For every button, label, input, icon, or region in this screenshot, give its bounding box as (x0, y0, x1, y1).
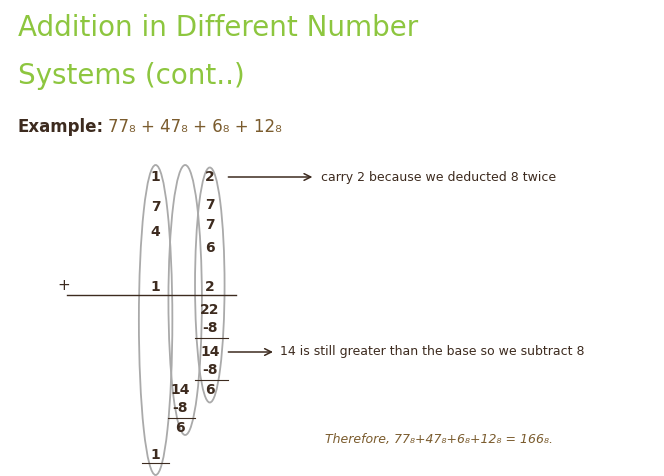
Text: 1: 1 (151, 170, 161, 184)
Text: -8: -8 (202, 321, 218, 335)
Text: Example:: Example: (18, 118, 104, 136)
Text: 7: 7 (151, 200, 161, 214)
Text: 2: 2 (205, 280, 214, 294)
Text: +: + (57, 278, 70, 293)
Text: Therefore, 77₈+47₈+6₈+12₈ = 166₈.: Therefore, 77₈+47₈+6₈+12₈ = 166₈. (325, 434, 553, 446)
Text: Systems (cont..): Systems (cont..) (18, 62, 244, 90)
Text: carry 2 because we deducted 8 twice: carry 2 because we deducted 8 twice (321, 170, 556, 184)
Text: 1: 1 (151, 280, 161, 294)
Text: 7: 7 (205, 218, 214, 232)
Text: 6: 6 (205, 383, 214, 397)
Text: Addition in Different Number: Addition in Different Number (18, 14, 418, 42)
Text: 1: 1 (151, 448, 161, 462)
Text: 6: 6 (175, 421, 185, 435)
Text: 7: 7 (205, 198, 214, 212)
Text: 4: 4 (151, 225, 161, 239)
Text: -8: -8 (173, 401, 188, 415)
Text: 6: 6 (205, 241, 214, 255)
Text: 22: 22 (200, 303, 220, 317)
Text: 14: 14 (171, 383, 190, 397)
Text: 77₈ + 47₈ + 6₈ + 12₈: 77₈ + 47₈ + 6₈ + 12₈ (108, 118, 282, 136)
Text: 14 is still greater than the base so we subtract 8: 14 is still greater than the base so we … (280, 346, 584, 358)
Text: 2: 2 (205, 170, 214, 184)
Text: 14: 14 (200, 345, 220, 359)
Text: -8: -8 (202, 363, 218, 377)
